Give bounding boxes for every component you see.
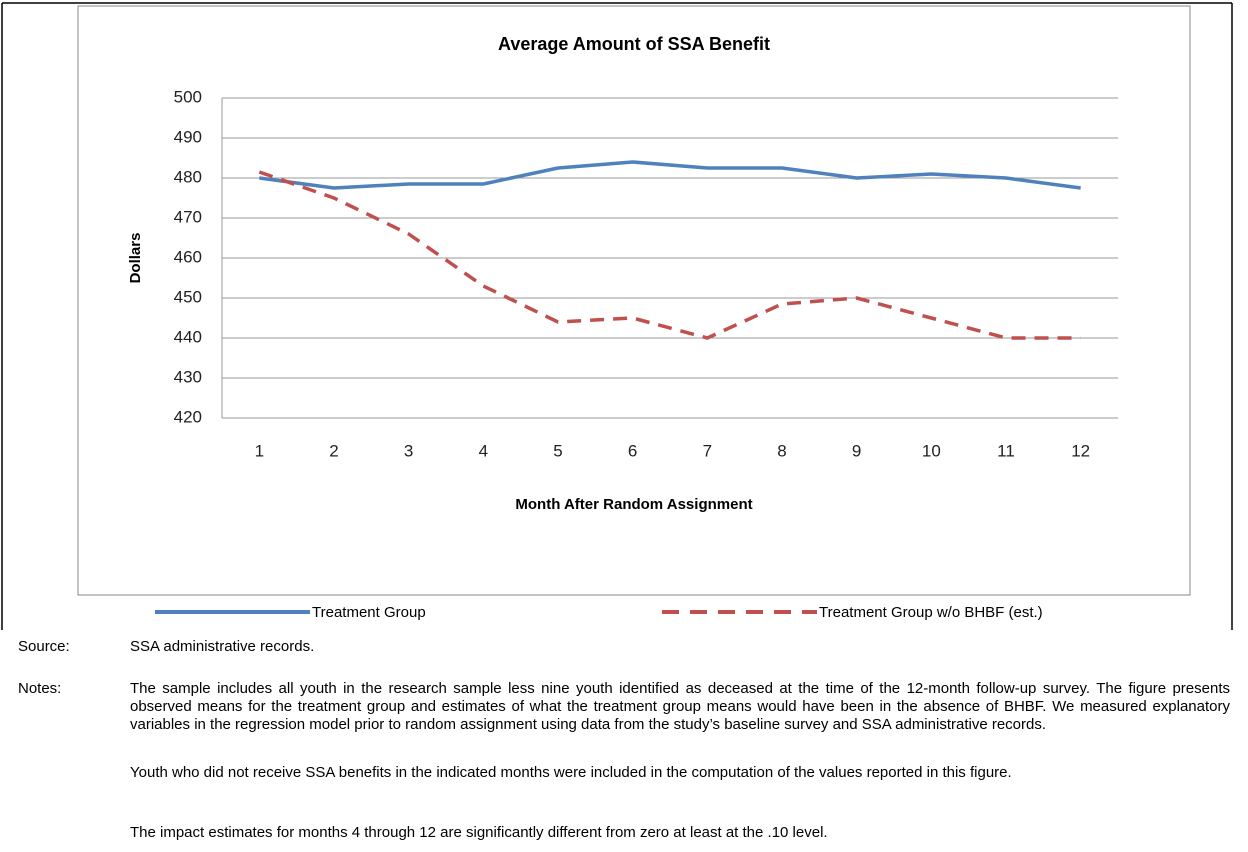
chart-box xyxy=(77,5,1191,596)
y-tick-label: 470 xyxy=(174,207,202,226)
chart: Average Amount of SSA Benefit Month Afte… xyxy=(1,2,1233,630)
note-paragraph: The impact estimates for months 4 throug… xyxy=(130,824,828,841)
note-paragraph: The sample includes all youth in the res… xyxy=(130,680,1230,733)
x-tick-label: 6 xyxy=(628,441,637,460)
y-tick-label: 450 xyxy=(174,287,202,306)
source-text: SSA administrative records. xyxy=(130,638,315,655)
legend-label: Treatment Group xyxy=(312,604,426,621)
x-tick-label: 4 xyxy=(479,441,488,460)
x-tick-label: 3 xyxy=(404,441,413,460)
notes-label: Notes: xyxy=(18,680,62,697)
y-tick-label: 480 xyxy=(174,167,202,186)
series-line xyxy=(258,170,1081,340)
y-tick-label: 430 xyxy=(174,367,202,386)
x-tick-label: 8 xyxy=(777,441,786,460)
x-axis-label: Month After Random Assignment xyxy=(515,496,752,513)
series-line xyxy=(259,160,1081,190)
x-tick-label: 12 xyxy=(1071,441,1090,460)
x-tick-label: 9 xyxy=(852,441,861,460)
x-tick-label: 11 xyxy=(997,441,1015,460)
x-tick-label: 2 xyxy=(329,441,338,460)
legend-label: Treatment Group w/o BHBF (est.) xyxy=(819,604,1043,621)
x-tick-label: 7 xyxy=(703,441,712,460)
y-tick-label: 460 xyxy=(174,247,202,266)
y-axis-label: Dollars xyxy=(127,233,144,284)
x-tick-label: 5 xyxy=(553,441,562,460)
source-label: Source: xyxy=(18,638,70,655)
y-tick-label: 420 xyxy=(174,407,202,426)
y-tick-label: 490 xyxy=(174,127,202,146)
x-tick-label: 1 xyxy=(255,441,264,460)
chart-title: Average Amount of SSA Benefit xyxy=(498,34,770,54)
y-tick-label: 500 xyxy=(174,87,202,106)
note-paragraph: Youth who did not receive SSA benefits i… xyxy=(130,764,1012,781)
x-tick-label: 10 xyxy=(922,441,941,460)
y-tick-label: 440 xyxy=(174,327,202,346)
